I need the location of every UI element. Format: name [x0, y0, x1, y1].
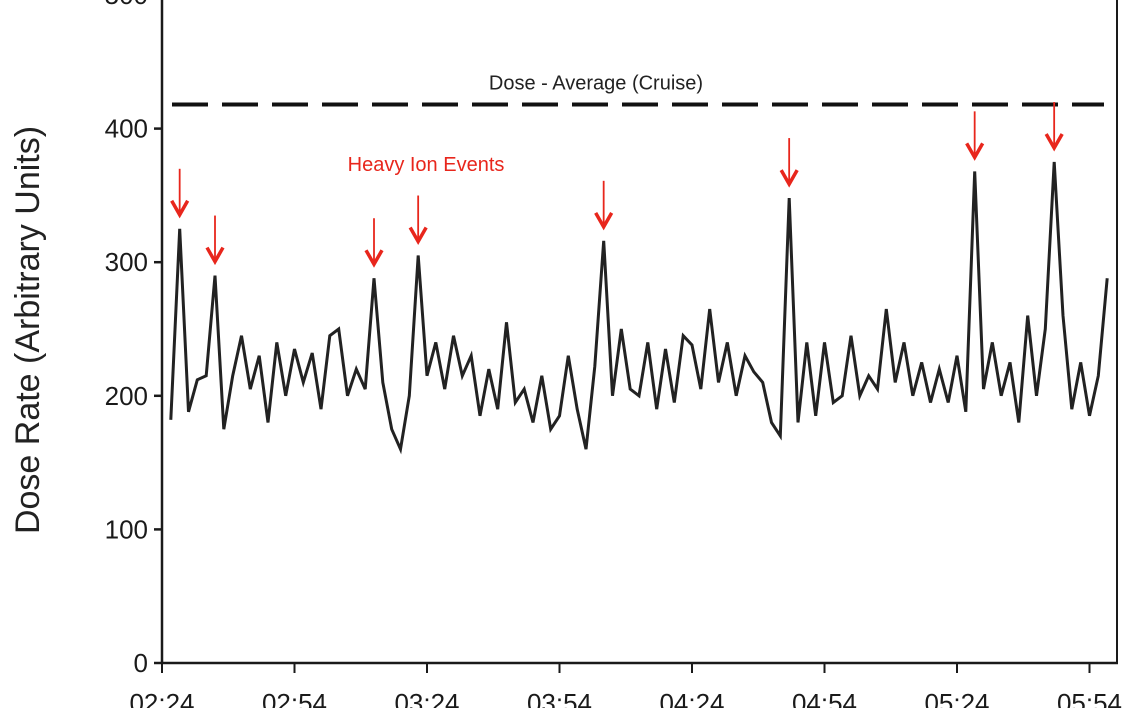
x-tick-label: 02:54 [262, 688, 327, 708]
event-arrow-icon [965, 111, 985, 161]
event-arrow-icon [779, 138, 799, 188]
x-tick-label: 05:24 [924, 688, 989, 708]
y-axis-label: Dose Rate (Arbitrary Units) [9, 126, 47, 534]
reference-line-label: Dose - Average (Cruise) [489, 73, 703, 95]
x-tick-label: 04:24 [659, 688, 724, 708]
y-tick-label: 100 [105, 514, 148, 544]
y-tick-label: 0 [134, 648, 148, 678]
x-tick-label: 03:24 [394, 688, 459, 708]
event-arrow-icon [364, 218, 384, 268]
event-arrow-icon [408, 195, 428, 246]
event-arrows [170, 102, 1064, 268]
series-line-dose-rate [169, 161, 1109, 455]
x-ticks: 02:24 02:54 03:24 03:54 04:24 04:54 05:24 05:54 [129, 663, 1122, 708]
event-arrow-icon [1044, 102, 1064, 152]
y-ticks: 0 100 200 300 400 500 [105, 0, 162, 678]
event-arrow-icon [205, 215, 225, 266]
y-tick-label: 200 [105, 381, 148, 411]
event-arrow-icon [594, 180, 614, 231]
x-tick-label: 05:54 [1057, 688, 1122, 708]
y-tick-label: 400 [105, 114, 148, 144]
event-arrow-icon [170, 168, 190, 219]
x-tick-label: 04:54 [792, 688, 857, 708]
y-tick-label: 500 [105, 0, 148, 10]
x-tick-label: 02:24 [129, 688, 194, 708]
x-tick-label: 03:54 [527, 688, 592, 708]
y-tick-label: 300 [105, 247, 148, 277]
heavy-ion-events-label: Heavy Ion Events [348, 154, 505, 176]
axes [160, 0, 1118, 665]
